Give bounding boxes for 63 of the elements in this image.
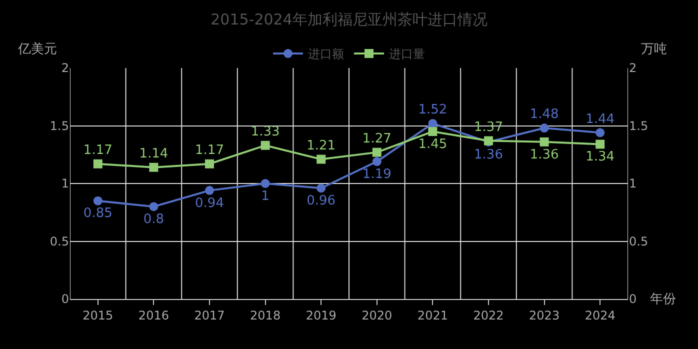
y2-tick-label: 1.5 (629, 118, 648, 133)
data-label: 1.36 (474, 147, 503, 162)
x-tick-label: 2019 (306, 308, 336, 322)
legend-label: 进口量 (389, 47, 425, 62)
data-label: 1.48 (530, 107, 559, 122)
x-tick-label: 2018 (250, 308, 281, 322)
data-label: 0.8 (143, 212, 164, 227)
point (93, 159, 102, 168)
data-label: 1.45 (418, 136, 448, 152)
data-label: 0.85 (83, 206, 112, 222)
point (205, 159, 214, 168)
y-axis-title: 亿美元 (17, 41, 57, 57)
data-label: 1.44 (586, 112, 615, 127)
y2-tick-label: 2 (629, 61, 637, 76)
data-label: 0.94 (195, 196, 224, 211)
x-tick-label: 2022 (473, 308, 504, 322)
point (205, 186, 214, 195)
x-tick-label: 2016 (138, 308, 169, 322)
data-label: 1 (261, 188, 270, 204)
data-label: 1.52 (418, 102, 448, 118)
point (596, 128, 605, 138)
data-label: 1.27 (362, 131, 392, 146)
point (372, 148, 382, 157)
x-tick-label: 2015 (82, 308, 114, 322)
chart-title: 2015-2024年加利福尼亚州茶叶进口情况 (210, 10, 488, 28)
legend-label: 进口额 (308, 47, 344, 62)
data-label: 1.17 (83, 142, 112, 158)
data-label: 1.33 (250, 124, 280, 140)
point (316, 184, 326, 193)
y-tick-label: 1 (61, 176, 69, 191)
y-tick-label: 2 (61, 61, 69, 76)
point (149, 162, 158, 172)
y2-tick-label: 0.5 (629, 234, 648, 248)
point (260, 140, 270, 150)
data-label: 1.36 (530, 147, 559, 162)
y2-tick-label: 1 (629, 176, 637, 191)
x-tick-label: 2021 (417, 308, 448, 322)
point (149, 202, 158, 212)
data-label: 1.19 (362, 166, 392, 182)
x-tick-label: 2023 (529, 308, 560, 322)
point (93, 196, 102, 206)
y-tick-label: 0 (61, 292, 69, 306)
y-tick-label: 1.5 (50, 118, 69, 133)
point (540, 137, 549, 146)
y2-axis-title: 万吨 (641, 42, 667, 57)
data-label: 0.96 (306, 193, 336, 208)
point (428, 118, 438, 128)
point (372, 157, 382, 166)
point (540, 124, 549, 133)
point (596, 140, 605, 149)
x-tick-label: 2017 (194, 308, 225, 322)
data-label: 1.21 (306, 138, 336, 154)
data-label: 1.34 (586, 150, 615, 165)
x-axis-title: 年份 (650, 292, 676, 307)
x-tick-label: 2020 (362, 308, 392, 322)
y2-tick-label: 0 (629, 292, 637, 306)
point (316, 154, 326, 164)
x-tick-label: 2024 (584, 308, 616, 322)
y-tick-label: 0.5 (50, 234, 69, 248)
point (428, 127, 438, 136)
data-label: 1.17 (195, 142, 224, 158)
data-label: 1.14 (139, 146, 168, 162)
point (260, 179, 270, 188)
